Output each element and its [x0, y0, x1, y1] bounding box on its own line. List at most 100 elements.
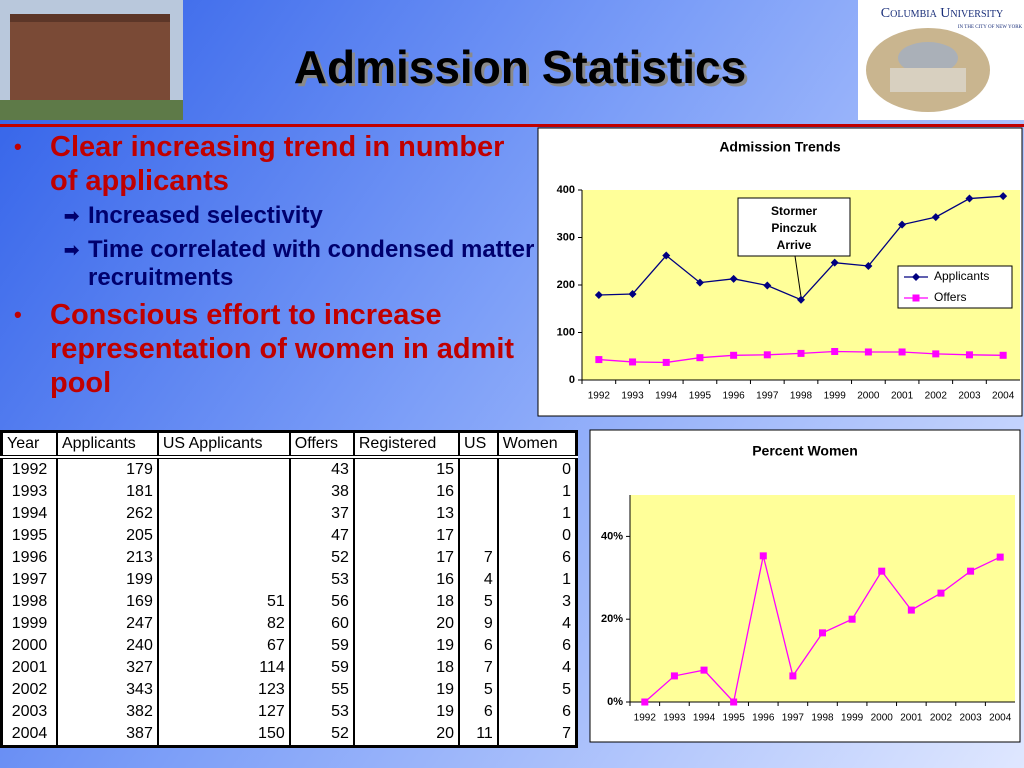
table-header: US Applicants	[156, 431, 291, 459]
x-tick-label: 1997	[756, 391, 779, 402]
title-rule	[0, 124, 1024, 127]
data-table: Year Applicants US Applicants Offers Registe…	[0, 430, 578, 748]
marker	[730, 698, 738, 706]
table-cell: 7	[458, 547, 499, 569]
table-cell: 5	[496, 679, 578, 701]
table-header: US	[458, 431, 499, 459]
table-cell: 0	[496, 457, 578, 481]
marker	[864, 348, 872, 356]
table-cell: 53	[288, 569, 355, 591]
x-tick-label: 1994	[655, 391, 678, 402]
table-cell: 1999	[0, 613, 58, 635]
table-cell: 2002	[0, 679, 58, 701]
table-cell: 199	[55, 569, 159, 591]
plot-area	[630, 495, 1015, 702]
x-tick-label: 1996	[752, 713, 775, 724]
table-cell	[156, 569, 291, 591]
table-cell: 38	[288, 481, 355, 503]
y-tick-label: 200	[557, 279, 575, 291]
table-cell: 1993	[0, 481, 58, 503]
table-cell: 150	[156, 723, 291, 747]
table-cell: 67	[156, 635, 291, 657]
x-tick-label: 1994	[693, 713, 716, 724]
table-cell: 6	[458, 635, 499, 657]
x-tick-label: 1998	[811, 713, 834, 724]
marker	[831, 348, 839, 355]
x-tick-label: 2001	[900, 713, 923, 724]
table-cell: 4	[496, 613, 578, 635]
data-line	[644, 555, 1001, 704]
table-row: 2004 387 150 52 20 11 7	[0, 723, 578, 747]
table-cell: 17	[352, 525, 461, 547]
table-cell: 382	[55, 701, 159, 723]
table-cell: 15	[352, 457, 461, 481]
marker	[898, 348, 906, 356]
table-cell: 1992	[0, 457, 58, 481]
table-header: Registered	[352, 431, 461, 459]
table-cell: 16	[352, 481, 461, 503]
x-tick-label: 2000	[857, 391, 880, 402]
marker	[594, 290, 603, 299]
legend-label: Applicants	[934, 269, 989, 283]
table-header: Offers	[288, 431, 355, 459]
marker	[797, 349, 805, 357]
table-cell: 20	[352, 723, 461, 747]
table-cell: 4	[458, 569, 499, 591]
table-header: Applicants	[55, 431, 159, 459]
y-tick-label: 40%	[601, 530, 623, 542]
chart-frame	[537, 127, 1023, 417]
x-tick-label: 2003	[959, 713, 982, 724]
marker	[595, 356, 603, 364]
table-cell	[156, 547, 291, 569]
table-cell: 1998	[0, 591, 58, 613]
table-row: 2002 343 123 55 19 5 5	[0, 679, 578, 701]
table-cell	[156, 525, 291, 547]
legend-box	[897, 265, 1013, 309]
x-tick-label: 1993	[663, 713, 686, 724]
table-cell: 1	[496, 481, 578, 503]
x-tick-label: 2003	[958, 391, 981, 402]
marker	[696, 354, 704, 362]
table-cell: 2004	[0, 723, 58, 747]
marker	[907, 606, 915, 614]
x-tick-label: 1992	[634, 713, 657, 724]
table-cell: 181	[55, 481, 159, 503]
table-cell: 5	[458, 679, 499, 701]
table-cell: 1	[496, 569, 578, 591]
table-cell: 37	[288, 503, 355, 525]
table-cell: 59	[288, 635, 355, 657]
table-cell: 6	[458, 701, 499, 723]
x-tick-label: 1999	[824, 391, 847, 402]
y-tick-label: 300	[557, 231, 575, 243]
table-cell: 7	[458, 657, 499, 679]
x-tick-label: 2004	[992, 391, 1015, 402]
table-cell: 213	[55, 547, 159, 569]
building-roof	[10, 14, 170, 22]
table-cell: 19	[352, 679, 461, 701]
table-cell: 16	[352, 569, 461, 591]
marker	[695, 278, 704, 287]
table-row: 2001 327 114 59 18 7 4	[0, 657, 578, 679]
legend-label: Offers	[934, 290, 966, 304]
table-cell: 2001	[0, 657, 58, 679]
bullet: Conscious effort to increase representat…	[12, 298, 537, 400]
table-cell: 1995	[0, 525, 58, 547]
y-tick-label: 400	[557, 184, 575, 196]
table-cell: 247	[55, 613, 159, 635]
marker	[797, 295, 805, 304]
table-cell: 2003	[0, 701, 58, 723]
table-cell: 52	[288, 547, 355, 569]
x-tick-label: 2002	[930, 713, 953, 724]
marker	[730, 351, 738, 359]
table-cell: 59	[288, 657, 355, 679]
marker	[700, 666, 708, 674]
x-tick-label: 1996	[722, 391, 745, 402]
table-cell: 169	[55, 591, 159, 613]
table-cell: 55	[288, 679, 355, 701]
x-tick-label: 2002	[925, 391, 948, 402]
sub-bullet: Increased selectivity	[50, 202, 537, 230]
marker	[830, 258, 839, 267]
table-cell	[458, 457, 499, 481]
x-tick-label: 1997	[782, 713, 805, 724]
